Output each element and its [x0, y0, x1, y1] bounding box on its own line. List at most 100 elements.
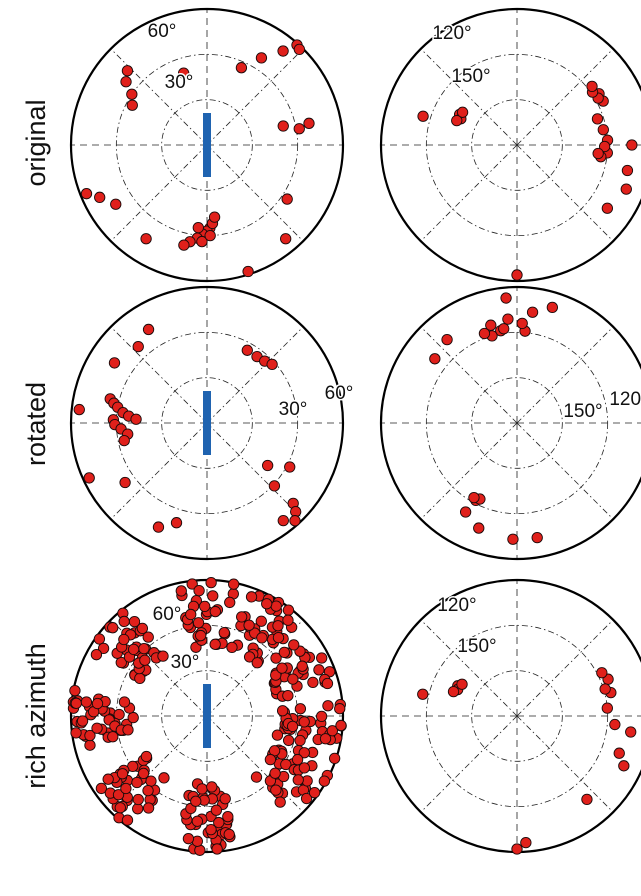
data-point: [97, 642, 110, 655]
data-point: [126, 99, 138, 111]
data-point: [272, 631, 285, 644]
data-point: [270, 784, 282, 796]
data-point: [478, 327, 491, 340]
data-point: [500, 292, 512, 304]
ring-label: 60°: [153, 604, 182, 625]
data-point: [316, 652, 328, 664]
data-point: [526, 306, 539, 318]
data-point: [226, 641, 238, 654]
center-bar: [203, 113, 211, 177]
data-point: [586, 80, 598, 93]
ring-label: 120°: [432, 23, 471, 44]
data-point: [127, 711, 139, 724]
data-point: [245, 591, 258, 603]
polar-plots: 60°30°120°150°30°60°150°120°60°30°120°15…: [67, 7, 641, 856]
data-point: [315, 710, 328, 723]
data-point: [598, 140, 611, 153]
data-point: [286, 720, 299, 732]
data-point: [262, 459, 274, 472]
data-point: [73, 403, 85, 416]
data-point: [456, 106, 469, 118]
data-point: [235, 62, 248, 74]
data-point: [118, 615, 130, 628]
data-point: [192, 617, 205, 629]
ring-label: 150°: [563, 401, 602, 422]
data-point: [274, 796, 286, 808]
data-point: [511, 843, 523, 855]
data-point: [115, 656, 127, 669]
data-point: [196, 235, 208, 248]
data-point: [142, 802, 155, 814]
data-point: [278, 646, 290, 659]
data-point: [277, 120, 289, 132]
data-point: [280, 233, 292, 245]
data-point: [282, 614, 294, 626]
data-point: [281, 193, 293, 205]
data-point: [266, 358, 278, 371]
data-point: [213, 816, 225, 829]
data-point: [591, 113, 604, 125]
grid-spoke: [516, 326, 614, 424]
data-point: [417, 688, 429, 700]
data-point: [277, 514, 289, 527]
data-point: [276, 662, 288, 674]
data-point: [485, 319, 497, 331]
ring-label: 30°: [171, 652, 200, 673]
data-point: [271, 729, 284, 741]
data-point: [250, 771, 263, 783]
data-point: [293, 123, 305, 135]
grid-spoke: [110, 48, 208, 146]
polar-plot-original-right: 120° 150°: [379, 7, 641, 283]
polar-plot-rich-azimuth-right: 120° 150°: [379, 578, 641, 855]
polar-plot-rich-azimuth-left: 60° 30°: [67, 576, 347, 856]
data-point: [516, 317, 528, 330]
data-point: [322, 700, 334, 712]
data-point: [597, 124, 609, 136]
data-point: [118, 696, 131, 708]
ring-label: 150°: [451, 66, 490, 87]
data-point: [502, 313, 514, 325]
data-point: [142, 323, 155, 336]
ring-label: 60°: [148, 21, 177, 42]
data-point: [222, 811, 234, 823]
data-point: [289, 515, 301, 527]
data-point: [90, 649, 103, 661]
plot-frame: [69, 285, 345, 561]
data-point: [298, 716, 310, 728]
data-point: [193, 584, 205, 597]
data-point: [296, 660, 308, 672]
row-label-rotated: rotated: [21, 382, 51, 466]
grid-spoke: [420, 715, 518, 813]
row-label-rich-azimuth: rich azimuth: [21, 643, 51, 789]
data-point: [185, 608, 197, 621]
data-point: [76, 715, 89, 727]
data-point: [204, 229, 216, 242]
data-point: [158, 772, 170, 784]
data-point: [298, 762, 311, 774]
data-point: [139, 654, 151, 666]
grid-ring: [161, 377, 253, 469]
data-point: [138, 642, 150, 655]
data-point: [84, 739, 96, 751]
data-point: [140, 750, 153, 763]
data-point: [264, 753, 277, 766]
data-point: [178, 239, 190, 251]
data-point: [107, 622, 119, 634]
data-point: [313, 664, 325, 676]
data-point: [269, 767, 281, 779]
data-point: [293, 43, 306, 55]
data-point: [429, 353, 441, 365]
data-point: [190, 795, 202, 807]
data-point: [456, 678, 468, 690]
data-point: [255, 615, 267, 627]
grid-spoke: [516, 619, 614, 717]
data-point: [211, 843, 223, 855]
data-point: [255, 52, 268, 64]
data-point: [80, 188, 93, 200]
data-point: [127, 643, 140, 656]
data-point: [205, 576, 217, 589]
data-point: [120, 76, 132, 88]
data-point: [268, 480, 281, 492]
grid-spoke: [206, 48, 304, 146]
